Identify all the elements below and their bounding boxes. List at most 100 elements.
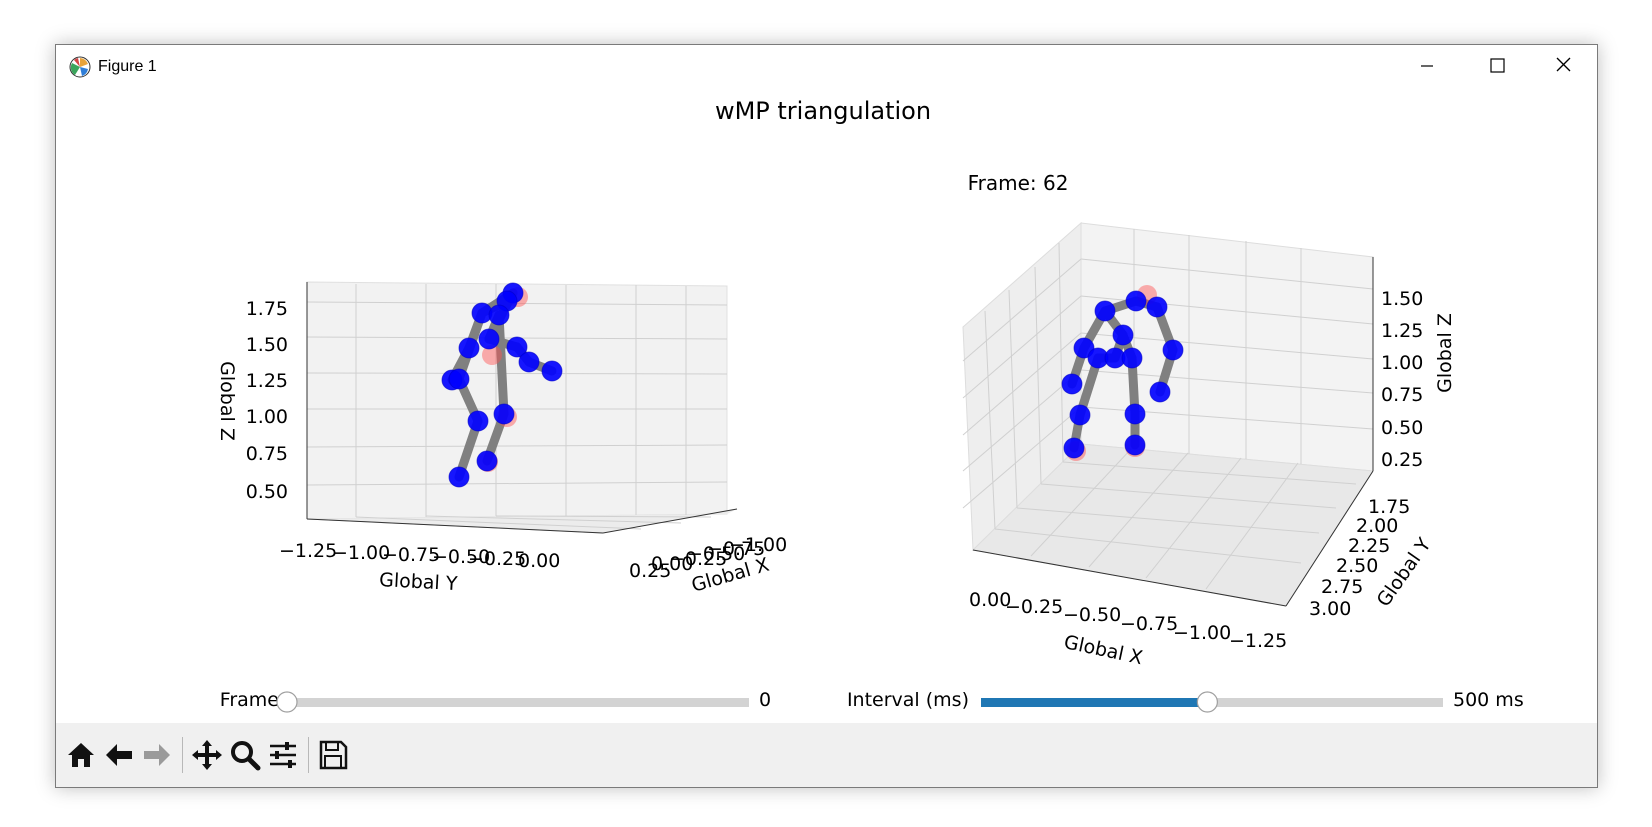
right-z-tick: 1.50	[1381, 288, 1423, 310]
right-axis-lines	[972, 257, 1374, 607]
right-x-tick: 0.00	[969, 589, 1011, 611]
right-gridlines	[962, 229, 1374, 590]
interval-slider[interactable]: Interval (ms) 500 ms	[847, 689, 1524, 713]
left-xlabel: Global Y	[379, 569, 459, 595]
forward-arrow-icon[interactable]	[140, 738, 174, 772]
left-y-tick: 0.00	[518, 550, 560, 572]
right-y-tick: 3.00	[1309, 598, 1351, 620]
left-x-tick: −0.25	[669, 548, 727, 570]
left-x-tick: 0.25	[629, 560, 671, 582]
close-button[interactable]	[1530, 45, 1598, 89]
right-x-tick: −1.00	[1173, 622, 1231, 644]
joint-point	[1162, 339, 1184, 361]
left-z-tick: 1.75	[246, 298, 288, 320]
joint-point	[541, 360, 563, 382]
left-x-ticks: 0.25 0.00 −0.25 −0.50 −0.75 −1.00	[629, 534, 787, 582]
right-y-tick: 2.75	[1321, 576, 1363, 598]
joint-point	[1069, 404, 1091, 426]
joint-point	[478, 328, 500, 350]
interval-slider-handle[interactable]	[1196, 691, 1218, 713]
right-x-tick: −0.25	[1005, 596, 1063, 618]
right-z-tick: 0.75	[1381, 384, 1423, 406]
left-z-tick: 1.50	[246, 334, 288, 356]
title-bar[interactable]: Figure 1	[56, 45, 1597, 89]
joint-point	[1094, 300, 1116, 322]
interval-slider-fill	[981, 698, 1208, 707]
left-x-tick: 0.00	[651, 553, 693, 575]
joint-point	[1125, 290, 1147, 312]
minimize-button[interactable]	[1393, 45, 1461, 89]
left-skeleton	[441, 282, 563, 488]
right-z-tick: 1.00	[1381, 352, 1423, 374]
left-y-ticks: −1.25 −1.00 −0.75 −0.50 −0.25 0.00	[279, 540, 560, 572]
pan-move-icon[interactable]	[190, 738, 224, 772]
home-icon[interactable]	[64, 738, 98, 772]
joint-point	[1146, 296, 1168, 318]
right-skeleton	[1061, 285, 1184, 461]
interval-slider-value: 500 ms	[1453, 689, 1524, 711]
joint-point	[476, 450, 498, 472]
maximize-button[interactable]	[1463, 45, 1531, 89]
left-x-tick: −1.00	[729, 534, 787, 556]
left-zlabel: Global Z	[216, 361, 238, 441]
toolbar-separator	[182, 737, 183, 773]
right-z-tick: 0.50	[1381, 417, 1423, 439]
figure-window: Figure 1 wMP triangulation	[55, 44, 1598, 788]
joint-point	[448, 368, 470, 390]
left-y-tick: −1.00	[332, 542, 390, 564]
right-z-tick: 0.25	[1381, 449, 1423, 471]
navigation-toolbar	[56, 723, 1597, 787]
back-arrow-icon[interactable]	[102, 738, 136, 772]
left-z-tick: 1.00	[246, 406, 288, 428]
right-3d-axes[interactable]: Frame: 62	[962, 171, 1456, 669]
frame-slider-track[interactable]	[287, 698, 749, 707]
joint-point	[458, 337, 480, 359]
left-axis-lines	[306, 282, 738, 534]
joint-point	[1124, 403, 1146, 425]
left-y-tick: −1.25	[279, 540, 337, 562]
right-xlabel: Global X	[1062, 631, 1145, 669]
joint-point	[506, 336, 528, 358]
right-x-tick: −0.75	[1120, 613, 1178, 635]
left-z-tick: 1.25	[246, 370, 288, 392]
left-y-tick: −0.25	[468, 548, 526, 570]
joint-point	[1149, 381, 1171, 403]
right-y-ticks: 1.75 2.00 2.25 2.50 2.75 3.00	[1309, 496, 1410, 620]
figure-canvas[interactable]: wMP triangulation	[56, 89, 1597, 723]
right-y-tick: 2.25	[1348, 535, 1390, 557]
left-z-ticks: 0.50 0.75 1.00 1.25 1.50 1.75	[246, 298, 288, 503]
joint-point	[1124, 434, 1146, 456]
joint-point	[1061, 373, 1083, 395]
left-z-tick: 0.50	[246, 481, 288, 503]
joint-point	[518, 351, 540, 373]
right-y-tick: 2.00	[1356, 515, 1398, 537]
zoom-magnifier-icon[interactable]	[228, 738, 262, 772]
right-zlabel: Global Z	[1434, 313, 1456, 393]
matplotlib-icon	[69, 56, 91, 78]
right-x-tick: −1.25	[1229, 630, 1287, 652]
left-pane-floor	[307, 509, 737, 533]
joint-point	[488, 304, 510, 326]
right-z-tick: 1.25	[1381, 320, 1423, 342]
joint-point	[1063, 437, 1085, 459]
ground-truth-point	[482, 345, 502, 365]
right-axes-title: Frame: 62	[968, 171, 1069, 195]
left-x-tick: −0.50	[687, 543, 745, 565]
frame-slider-label: Frame	[220, 689, 279, 711]
save-floppy-icon[interactable]	[316, 738, 350, 772]
joint-point	[493, 403, 515, 425]
left-3d-axes[interactable]: 0.50 0.75 1.00 1.25 1.50 1.75 Global Z −…	[216, 281, 787, 597]
window-title: Figure 1	[98, 58, 157, 75]
figure-suptitle: wMP triangulation	[715, 97, 931, 125]
joint-point	[1121, 347, 1143, 369]
joint-point	[1112, 324, 1134, 346]
frame-slider[interactable]: Frame 0	[220, 689, 771, 713]
left-z-tick: 0.75	[246, 443, 288, 465]
toolbar-separator	[308, 737, 309, 773]
configure-subplots-icon[interactable]	[266, 738, 300, 772]
left-x-tick: −0.75	[707, 538, 765, 560]
skeleton-bone	[494, 310, 509, 419]
frame-slider-handle[interactable]	[276, 691, 298, 713]
interval-slider-label: Interval (ms)	[847, 689, 969, 711]
right-y-tick: 1.75	[1368, 496, 1410, 518]
